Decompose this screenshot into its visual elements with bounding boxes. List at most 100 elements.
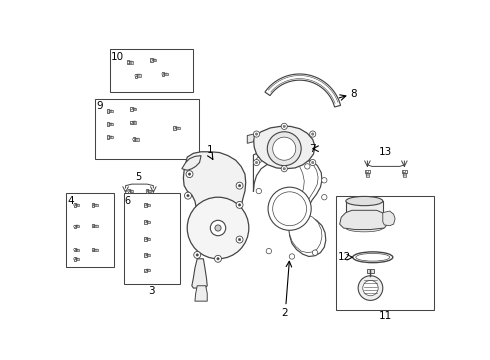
- Bar: [147, 221, 150, 223]
- Bar: [147, 204, 150, 206]
- Bar: [147, 269, 150, 271]
- Bar: [107, 109, 109, 113]
- Bar: [162, 72, 164, 76]
- Circle shape: [310, 131, 316, 137]
- Text: 11: 11: [378, 311, 392, 321]
- Bar: [75, 225, 79, 228]
- Bar: [368, 269, 373, 273]
- Bar: [92, 248, 94, 251]
- Bar: [403, 173, 406, 177]
- Circle shape: [281, 123, 287, 130]
- Circle shape: [210, 220, 226, 236]
- Circle shape: [268, 132, 301, 166]
- Circle shape: [162, 73, 164, 75]
- Circle shape: [92, 225, 94, 227]
- Bar: [109, 136, 113, 138]
- Circle shape: [236, 202, 243, 208]
- Ellipse shape: [346, 197, 383, 206]
- Bar: [74, 225, 75, 228]
- Circle shape: [145, 221, 147, 223]
- Ellipse shape: [346, 224, 383, 232]
- Circle shape: [239, 204, 241, 206]
- Circle shape: [150, 59, 152, 61]
- Circle shape: [239, 238, 241, 241]
- Text: 4: 4: [67, 195, 74, 206]
- Circle shape: [273, 137, 296, 160]
- Circle shape: [253, 159, 260, 166]
- Bar: [127, 60, 129, 64]
- Bar: [66, 193, 114, 266]
- Circle shape: [253, 131, 260, 137]
- Text: 13: 13: [379, 147, 392, 157]
- Bar: [137, 75, 141, 77]
- Bar: [94, 204, 98, 206]
- Bar: [147, 254, 150, 256]
- Bar: [152, 59, 156, 61]
- Circle shape: [305, 164, 310, 169]
- Bar: [145, 269, 147, 272]
- Text: 7: 7: [309, 144, 316, 154]
- Circle shape: [236, 236, 243, 243]
- Text: 12: 12: [338, 252, 351, 262]
- Circle shape: [185, 192, 192, 199]
- Text: 3: 3: [148, 286, 155, 296]
- Circle shape: [145, 204, 147, 206]
- Bar: [148, 190, 151, 192]
- Bar: [74, 257, 75, 261]
- Text: 8: 8: [350, 89, 357, 99]
- Bar: [336, 195, 434, 310]
- Bar: [133, 121, 136, 123]
- Bar: [176, 127, 179, 129]
- Circle shape: [186, 171, 193, 177]
- Text: 9: 9: [97, 101, 103, 111]
- Bar: [75, 258, 79, 260]
- Text: 1: 1: [207, 145, 214, 155]
- Polygon shape: [265, 74, 341, 107]
- Polygon shape: [247, 134, 254, 143]
- Polygon shape: [383, 211, 395, 226]
- Circle shape: [130, 121, 132, 123]
- Circle shape: [310, 159, 316, 166]
- Circle shape: [283, 167, 285, 170]
- Bar: [109, 123, 113, 125]
- Bar: [164, 73, 168, 75]
- Circle shape: [312, 161, 314, 164]
- Circle shape: [145, 238, 147, 240]
- Bar: [110, 49, 194, 92]
- Circle shape: [255, 161, 258, 164]
- Circle shape: [363, 280, 378, 296]
- Circle shape: [146, 190, 148, 192]
- Circle shape: [266, 248, 271, 254]
- Bar: [135, 138, 139, 140]
- Circle shape: [127, 61, 129, 64]
- Text: 6: 6: [124, 197, 130, 206]
- Bar: [346, 201, 383, 228]
- Bar: [402, 170, 407, 173]
- Bar: [145, 237, 147, 240]
- Bar: [74, 248, 75, 251]
- Circle shape: [358, 276, 383, 300]
- Bar: [132, 138, 135, 141]
- Circle shape: [239, 184, 241, 187]
- Polygon shape: [183, 152, 245, 255]
- Bar: [109, 110, 113, 112]
- Bar: [173, 126, 176, 130]
- Ellipse shape: [356, 253, 390, 261]
- Circle shape: [135, 75, 137, 77]
- Bar: [107, 135, 109, 139]
- Circle shape: [256, 188, 262, 194]
- Polygon shape: [182, 156, 201, 170]
- Bar: [75, 204, 79, 206]
- Bar: [145, 203, 147, 207]
- Polygon shape: [253, 151, 326, 256]
- Bar: [130, 107, 133, 111]
- Bar: [145, 253, 147, 257]
- Circle shape: [196, 254, 198, 256]
- Bar: [92, 203, 94, 207]
- Bar: [146, 189, 148, 193]
- Polygon shape: [257, 154, 322, 253]
- Bar: [95, 99, 199, 159]
- Circle shape: [289, 254, 294, 259]
- Bar: [75, 249, 79, 251]
- Circle shape: [92, 204, 94, 206]
